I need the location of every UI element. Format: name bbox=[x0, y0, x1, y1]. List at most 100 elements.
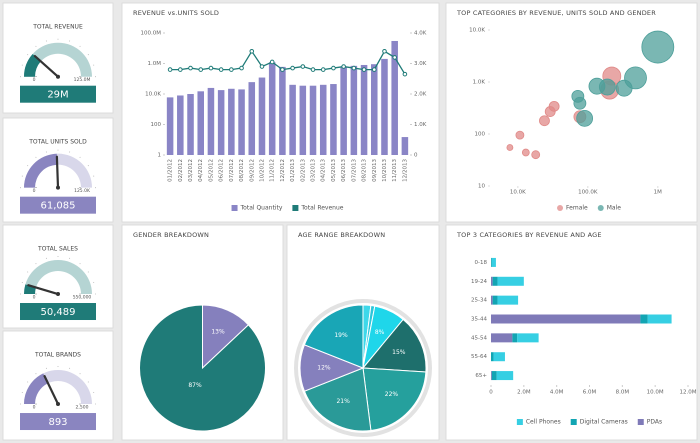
bar-segment bbox=[491, 352, 494, 362]
bar bbox=[268, 62, 276, 156]
pie-label: 15% bbox=[392, 349, 406, 356]
y-tick-label: 1 bbox=[158, 153, 162, 159]
panel-title: TOP 3 CATEGORIES BY REVENUE AND AGE bbox=[456, 231, 602, 239]
gauge-tick-label: 0 bbox=[33, 405, 36, 411]
pie-label: 21% bbox=[336, 398, 350, 405]
legend-label: Digital Cameras bbox=[580, 419, 628, 426]
x-tick-label: 1M bbox=[654, 190, 662, 196]
y-tick-label: 1.0K bbox=[473, 80, 486, 86]
gauge-track bbox=[24, 260, 92, 295]
value-box bbox=[20, 196, 96, 214]
pie-slice bbox=[139, 304, 266, 432]
bar-segment bbox=[497, 276, 524, 286]
bar-segment bbox=[491, 314, 641, 324]
bar-segment bbox=[640, 314, 648, 324]
legend-label: Cell Phones bbox=[526, 419, 561, 426]
value-label: 29M bbox=[47, 90, 68, 101]
bar bbox=[391, 40, 398, 155]
panel-title: TOP CATEGORIES BY REVENUE, UNITS SOLD AN… bbox=[456, 9, 656, 17]
gauge-hub bbox=[56, 402, 60, 407]
line-marker bbox=[249, 49, 255, 54]
bubble bbox=[521, 148, 530, 157]
gauge-tick-label: 2,500 bbox=[76, 405, 89, 411]
bubble bbox=[573, 96, 587, 110]
pie-label: 8% bbox=[375, 329, 385, 336]
pie-slice bbox=[361, 318, 427, 373]
bar bbox=[299, 85, 307, 155]
gauge-needle bbox=[55, 155, 60, 189]
x-tick-label: 06/2013 bbox=[341, 159, 347, 182]
x-tick-label: 04/2012 bbox=[198, 159, 204, 182]
y-tick-label: 10.0K bbox=[469, 28, 485, 34]
gauge-dot bbox=[27, 165, 29, 167]
y-tick-label: 100.0M bbox=[141, 31, 162, 37]
bubble bbox=[576, 109, 594, 127]
bar-segment bbox=[491, 371, 492, 381]
x-tick-label: 05/2012 bbox=[208, 159, 214, 182]
bar bbox=[350, 65, 358, 155]
line-marker bbox=[392, 55, 397, 60]
x-tick-label: 8.0M bbox=[616, 390, 630, 396]
legend-swatch bbox=[557, 205, 564, 211]
value-label: 50,489 bbox=[41, 307, 76, 318]
gauge-dot bbox=[87, 271, 89, 273]
gauge-dot bbox=[87, 54, 89, 56]
bar bbox=[319, 84, 327, 155]
bar-segment bbox=[496, 371, 514, 381]
line-marker bbox=[178, 67, 183, 72]
bar bbox=[381, 58, 388, 155]
line-marker bbox=[167, 67, 173, 72]
line-marker bbox=[300, 64, 306, 69]
bubble bbox=[539, 115, 550, 127]
x-tick-label: 07/2012 bbox=[229, 159, 235, 182]
gauge-title: TOTAL SALES bbox=[37, 246, 78, 253]
legend-swatch bbox=[231, 205, 238, 211]
bar-segment bbox=[512, 333, 518, 343]
gauge-tick-label: 125.0M bbox=[74, 77, 91, 83]
x-tick-label: 4.0M bbox=[550, 390, 564, 396]
gauge-dot bbox=[87, 165, 89, 167]
line-marker bbox=[331, 65, 336, 71]
bar-segment bbox=[497, 295, 519, 305]
gauge-needle bbox=[27, 284, 60, 296]
bar-segment bbox=[491, 333, 513, 343]
x-tick-label: 02/2012 bbox=[178, 159, 184, 182]
x-tick-label: 10.0M bbox=[647, 390, 664, 396]
pie-label: 12% bbox=[317, 365, 331, 372]
x-tick-label: 100.0K bbox=[578, 190, 598, 196]
gauge-tick-label: 125.0K bbox=[74, 188, 91, 194]
line-marker bbox=[320, 67, 326, 72]
line-marker bbox=[371, 67, 377, 72]
pie-ring bbox=[294, 299, 432, 437]
bar bbox=[217, 90, 225, 155]
gauge-tick-label: 0 bbox=[33, 77, 36, 83]
gauge-hub bbox=[56, 74, 60, 79]
legend-label: Male bbox=[607, 205, 622, 212]
x-tick-label: 09/2013 bbox=[372, 159, 378, 182]
x-tick-label: 09/2012 bbox=[249, 159, 255, 182]
x-tick-label: 6.0M bbox=[583, 390, 597, 396]
y-tick-label: 10 bbox=[478, 184, 485, 190]
line-marker bbox=[188, 65, 193, 71]
legend-swatch bbox=[597, 205, 604, 211]
bar bbox=[207, 87, 215, 155]
bar bbox=[279, 66, 286, 155]
line-marker bbox=[402, 71, 408, 77]
x-tick-label: 07/2013 bbox=[351, 159, 357, 182]
bar bbox=[197, 91, 204, 155]
bar-segment bbox=[491, 257, 496, 267]
line-marker bbox=[361, 67, 367, 72]
bar bbox=[401, 137, 409, 155]
pie-slice bbox=[362, 367, 427, 432]
y-tick-label: 45-54 bbox=[471, 335, 487, 341]
legend: Total Quantity Total Revenue bbox=[231, 205, 344, 212]
x-tick-label: 02/2013 bbox=[300, 159, 306, 182]
legend-swatch bbox=[570, 419, 577, 425]
bar-segment bbox=[492, 295, 498, 305]
bubble bbox=[515, 130, 525, 140]
value-label: 61,085 bbox=[41, 201, 76, 212]
bar bbox=[289, 84, 296, 155]
bar bbox=[258, 77, 266, 155]
